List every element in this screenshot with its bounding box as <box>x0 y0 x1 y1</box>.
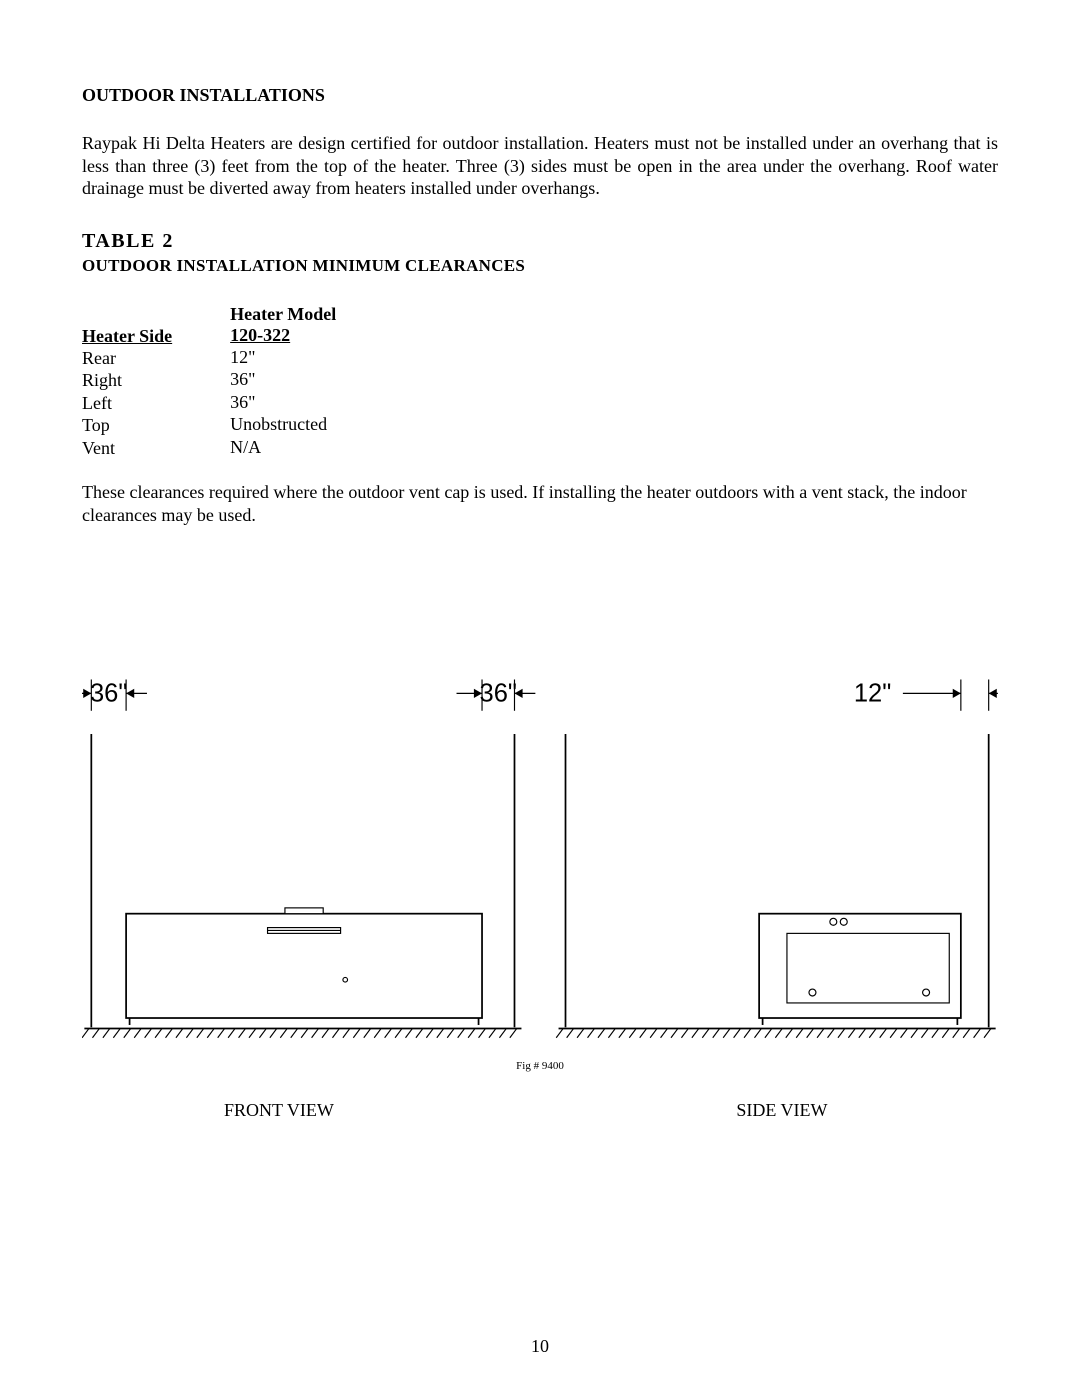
table-cell: Left <box>82 392 172 415</box>
clearance-table: Heater Side Rear Right Left Top Vent Hea… <box>82 304 998 460</box>
clearance-diagram: 36" 36" 12" Fig # 9400 FRONT VIEW SIDE VIE… <box>82 676 998 1121</box>
col1-header: Heater Side <box>82 326 172 347</box>
page-container: OUTDOOR INSTALLATIONS Raypak Hi Delta He… <box>0 0 1080 1161</box>
page-number: 10 <box>0 1336 1080 1357</box>
section-heading: OUTDOOR INSTALLATIONS <box>82 85 998 106</box>
table-cell: 36" <box>230 391 336 414</box>
clearance-col-values: Heater Model 120-322 12" 36" 36" Unobstr… <box>230 304 336 460</box>
view-labels-row: FRONT VIEW SIDE VIEW <box>82 1100 998 1121</box>
col2-preheader: Heater Model <box>230 304 336 325</box>
table-cell: 12" <box>230 346 336 369</box>
table-title: TABLE 2 <box>82 230 998 253</box>
clearance-col-side: Heater Side Rear Right Left Top Vent <box>82 304 172 460</box>
intro-paragraph: Raypak Hi Delta Heaters are design certi… <box>82 132 998 200</box>
svg-text:12": 12" <box>854 680 891 708</box>
followup-paragraph: These clearances required where the outd… <box>82 481 998 526</box>
table-cell: Rear <box>82 347 172 370</box>
svg-text:36": 36" <box>480 680 517 708</box>
table-cell: 36" <box>230 368 336 391</box>
side-view-label: SIDE VIEW <box>476 1100 998 1121</box>
col2-header: 120-322 <box>230 325 336 346</box>
figure-number: Fig # 9400 <box>82 1060 998 1072</box>
empty-spacer <box>82 304 172 326</box>
table-cell: N/A <box>230 436 336 459</box>
table-subtitle: OUTDOOR INSTALLATION MINIMUM CLEARANCES <box>82 256 998 276</box>
table-cell: Top <box>82 414 172 437</box>
table-cell: Unobstructed <box>230 413 336 436</box>
diagram-svg: 36" 36" 12" <box>82 676 998 1047</box>
front-view-label: FRONT VIEW <box>82 1100 476 1121</box>
svg-text:36": 36" <box>90 680 127 708</box>
table-cell: Right <box>82 369 172 392</box>
table-cell: Vent <box>82 437 172 460</box>
